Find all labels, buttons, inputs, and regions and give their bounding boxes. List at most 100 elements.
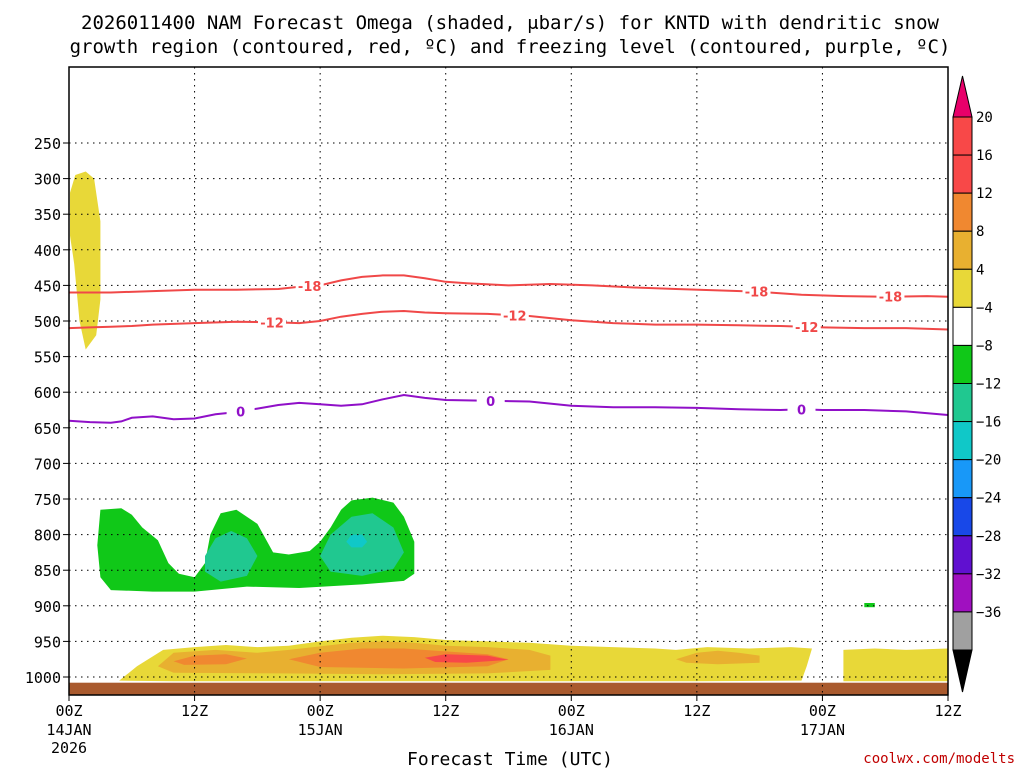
contour-label-background bbox=[258, 314, 287, 330]
omega-sinking-green-east bbox=[864, 603, 875, 608]
pressure-tick-label: 800 bbox=[34, 527, 61, 545]
contour-label-background bbox=[742, 283, 771, 299]
contour-label: -18 bbox=[879, 291, 903, 306]
colorbar-label: −32 bbox=[976, 567, 1001, 583]
contour-label: -18 bbox=[745, 286, 769, 301]
contour-label-background bbox=[226, 403, 255, 419]
colorbar-segment bbox=[952, 383, 973, 423]
colorbar-label: −4 bbox=[976, 300, 993, 316]
contour-label: 0 bbox=[236, 405, 245, 420]
chart-title-line-1: 2026011400 NAM Forecast Omega (shaded, μ… bbox=[81, 12, 939, 34]
colorbar-segment bbox=[952, 421, 973, 461]
colorbar-label: −16 bbox=[976, 415, 1001, 431]
time-tick-date: 14JAN bbox=[46, 721, 91, 739]
ground-surface bbox=[69, 682, 948, 695]
pressure-tick-label: 450 bbox=[34, 277, 61, 295]
pressure-tick-label: 1000 bbox=[25, 669, 61, 687]
time-tick-label: 12Z bbox=[181, 702, 208, 720]
chart-title-line-2: growth region (contoured, red, ºC) and f… bbox=[70, 36, 951, 58]
time-tick-label: 12Z bbox=[934, 702, 961, 720]
colorbar-segment bbox=[952, 573, 973, 613]
time-tick-year: 2026 bbox=[51, 739, 87, 757]
omega-lowlevel-gold-east bbox=[675, 650, 760, 665]
contour-label-background bbox=[876, 288, 905, 304]
pressure-tick-label: 500 bbox=[34, 313, 61, 331]
contour-label-background bbox=[792, 318, 821, 334]
contour-line--18 bbox=[69, 274, 949, 298]
plot-background bbox=[69, 67, 948, 695]
colorbar-top-arrow bbox=[952, 75, 973, 118]
pressure-tick-label: 700 bbox=[34, 455, 61, 473]
omega-lowlevel-orange bbox=[288, 648, 509, 669]
contour-label: -18 bbox=[298, 280, 322, 295]
colorbar-segment bbox=[952, 230, 973, 270]
colorbar-segment bbox=[952, 459, 973, 499]
pressure-tick-label: 600 bbox=[34, 384, 61, 402]
colorbar-segment bbox=[952, 535, 973, 575]
contour-line--12 bbox=[68, 309, 949, 331]
colorbar-label: −36 bbox=[976, 605, 1001, 621]
colorbar-segment bbox=[952, 611, 973, 651]
time-tick-date: 15JAN bbox=[298, 721, 343, 739]
colorbar-label: 20 bbox=[976, 110, 993, 126]
colorbar-label: −28 bbox=[976, 529, 1001, 545]
pressure-axis: 250 300 350 400 450 500 550 600 650 700 750 800 850 9… bbox=[25, 135, 69, 687]
contour-label: -12 bbox=[260, 316, 284, 331]
plot-frame bbox=[68, 66, 949, 696]
colorbar-segment bbox=[952, 306, 973, 346]
contour-label: 0 bbox=[797, 403, 806, 418]
colorbar-segment bbox=[952, 154, 973, 194]
colorbar-segment bbox=[952, 344, 973, 384]
pressure-tick-label: 850 bbox=[34, 562, 61, 580]
omega-lowlevel-orange-west bbox=[173, 654, 247, 665]
pressure-tick-label: 550 bbox=[34, 349, 61, 367]
time-tick-label: 12Z bbox=[683, 702, 710, 720]
time-tick-label: 00Z bbox=[307, 702, 334, 720]
colorbar-label: −8 bbox=[976, 338, 993, 354]
omega-upper-yellow bbox=[70, 171, 101, 350]
credit-link[interactable]: coolwx.com/modelts bbox=[863, 751, 1015, 767]
contour-label-background bbox=[295, 278, 324, 294]
pressure-tick-label: 900 bbox=[34, 598, 61, 616]
colorbar-segment bbox=[952, 268, 973, 308]
pressure-tick-label: 250 bbox=[34, 135, 61, 153]
colorbar-label: 16 bbox=[976, 148, 993, 164]
time-tick-label: 00Z bbox=[55, 702, 82, 720]
colorbar-bottom-arrow bbox=[952, 649, 973, 693]
omega-sinking-cyan bbox=[346, 534, 368, 548]
colorbar-label: 12 bbox=[976, 186, 993, 202]
omega-lowlevel-yellow-east bbox=[843, 648, 948, 682]
pressure-tick-label: 350 bbox=[34, 206, 61, 224]
time-tick-label: 12Z bbox=[432, 702, 459, 720]
omega-colorbar: 20 16 12 8 4 −4 −8 −12 −16 −20 −24 −28 −32 −36 bbox=[952, 75, 1001, 693]
contour-line-0 bbox=[68, 393, 949, 424]
colorbar-label: 8 bbox=[976, 224, 984, 240]
contour-label-background bbox=[787, 401, 816, 417]
colorbar-segment bbox=[952, 116, 973, 156]
contour-label-background bbox=[500, 307, 529, 323]
time-tick-label: 00Z bbox=[809, 702, 836, 720]
colorbar-label: −12 bbox=[976, 377, 1001, 393]
contour-label: -12 bbox=[795, 321, 819, 336]
pressure-tick-label: 650 bbox=[34, 420, 61, 438]
contour-label-background bbox=[476, 392, 505, 408]
time-tick-date: 16JAN bbox=[549, 721, 594, 739]
time-tick-date: 17JAN bbox=[800, 721, 845, 739]
contour-label: -12 bbox=[503, 309, 527, 324]
pressure-tick-label: 750 bbox=[34, 491, 61, 509]
colorbar-label: 4 bbox=[976, 262, 984, 278]
pressure-tick-label: 950 bbox=[34, 633, 61, 651]
colorbar-label: −20 bbox=[976, 453, 1001, 469]
time-tick-label: 00Z bbox=[558, 702, 585, 720]
colorbar-label: −24 bbox=[976, 491, 1001, 507]
colorbar-segment bbox=[952, 192, 973, 232]
plot-area: -18 -18 -18 -12 -12 -12 0 0 0 bbox=[68, 66, 949, 696]
pressure-tick-label: 400 bbox=[34, 242, 61, 260]
omega-sinking-teal bbox=[205, 531, 258, 582]
x-axis-label: Forecast Time (UTC) bbox=[407, 749, 613, 768]
contour-label: 0 bbox=[486, 395, 495, 410]
pressure-tick-label: 300 bbox=[34, 171, 61, 189]
colorbar-segment bbox=[952, 497, 973, 537]
